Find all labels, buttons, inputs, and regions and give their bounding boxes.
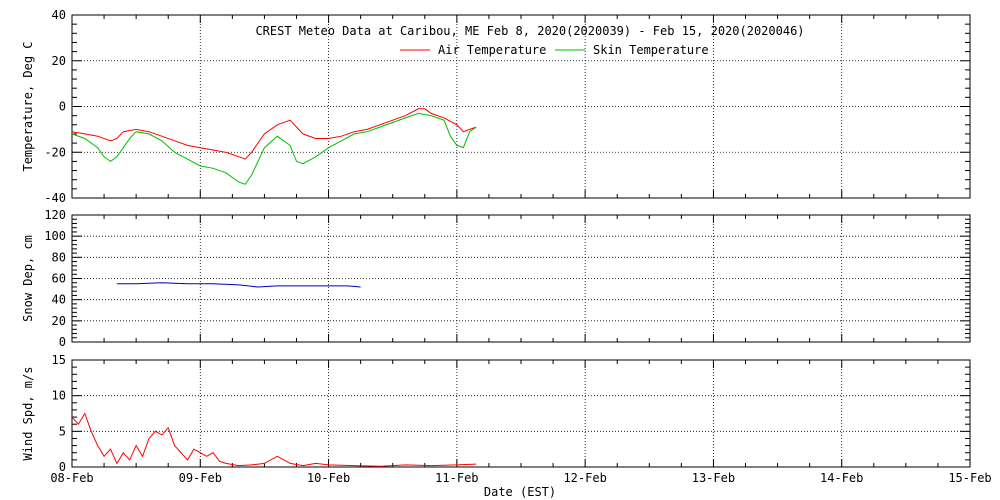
chart-title: CREST Meteo Data at Caribou, ME Feb 8, 2… xyxy=(255,24,804,38)
panels: -40 -20 0 20 40 Temperature, Deg C Air Tempera… xyxy=(21,8,992,485)
y-axis-label: Temperature, Deg C xyxy=(21,41,35,171)
plot-frame xyxy=(71,359,971,468)
panel-1: -40 -20 0 20 40 Temperature, Deg C Air Tempera… xyxy=(21,8,971,205)
x-tick-label: 13-Feb xyxy=(692,471,735,485)
y-tick-label: 0 xyxy=(59,100,66,114)
x-tick-label: 12-Feb xyxy=(563,471,606,485)
y-tick-label: 60 xyxy=(52,272,66,286)
y-tick-label: 40 xyxy=(52,8,66,22)
x-tick-label: 10-Feb xyxy=(307,471,350,485)
y-tick-label: 0 xyxy=(59,335,66,349)
panel-3: 0 5 10 15 08-Feb 09-Feb 10-Feb 11-Feb 12-Feb 13-F… xyxy=(21,353,992,485)
series-line-1 xyxy=(71,412,477,467)
y-tick-label: 100 xyxy=(44,229,66,243)
y-tick-label: 20 xyxy=(52,314,66,328)
series-line-2 xyxy=(71,112,477,185)
x-tick-label: 14-Feb xyxy=(820,471,863,485)
y-tick-label: -20 xyxy=(44,145,66,159)
y-tick-label: 120 xyxy=(44,208,66,222)
series-line-1 xyxy=(116,282,361,288)
x-tick-label: 15-Feb xyxy=(948,471,991,485)
y-tick-label: -40 xyxy=(44,191,66,205)
x-tick-label: 11-Feb xyxy=(435,471,478,485)
x-axis-label: Date (EST) xyxy=(484,485,556,499)
y-tick-label: 5 xyxy=(59,424,66,438)
y-tick-label: 15 xyxy=(52,353,66,367)
plot-frame xyxy=(71,214,971,343)
y-axis-label: Wind Spd, m/s xyxy=(21,367,35,461)
legend-label: Air Temperature xyxy=(438,43,546,57)
series-line-1 xyxy=(71,108,477,160)
y-axis-label: Snow Dep, cm xyxy=(21,235,35,322)
plot-frame xyxy=(71,14,971,199)
y-tick-label: 80 xyxy=(52,250,66,264)
panel-2: 0 20 40 60 80 100 120 Snow Dep, cm xyxy=(21,208,971,349)
y-tick-label: 10 xyxy=(52,389,66,403)
y-tick-label: 40 xyxy=(52,293,66,307)
y-tick-label: 20 xyxy=(52,54,66,68)
x-tick-label: 08-Feb xyxy=(50,471,93,485)
y-tick-label: 0 xyxy=(59,460,66,474)
legend-label: Skin Temperature xyxy=(593,43,709,57)
x-tick-label: 09-Feb xyxy=(179,471,222,485)
